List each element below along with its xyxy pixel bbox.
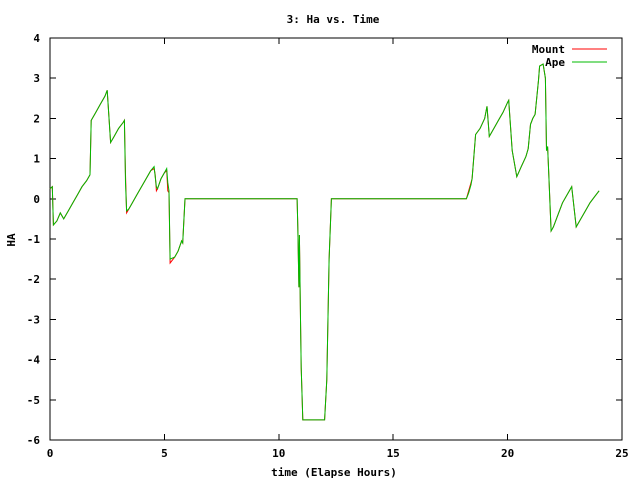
series-line-ape [49,63,600,421]
y-tick-label: 2 [33,112,40,125]
y-tick-label: -1 [27,233,41,246]
y-tick-label: 3 [33,72,40,85]
y-axis-label: HA [5,233,18,247]
y-tick-label: -2 [27,273,40,286]
y-tick-label: -3 [27,313,40,326]
chart-title: 3: Ha vs. Time [287,13,380,26]
x-tick-label: 10 [272,447,285,460]
y-tick-label: -5 [27,394,40,407]
y-tick-label: 0 [33,193,40,206]
series-lines [49,63,600,421]
axis-ticks: 0 5 10 15 20 25 -6 -5 -4 -3 -2 -1 0 1 2 3 4 [27,32,629,460]
y-tick-label: -4 [27,354,41,367]
x-tick-label: 15 [387,447,400,460]
x-tick-label: 0 [47,447,54,460]
legend-label-mount: Mount [532,43,565,56]
x-tick-label: 20 [501,447,514,460]
x-tick-label: 5 [161,447,168,460]
y-tick-label: 4 [33,32,40,45]
x-axis-label: time (Elapse Hours) [271,466,397,479]
y-tick-label: 1 [33,153,40,166]
x-tick-label: 25 [615,447,628,460]
y-tick-label: -6 [27,434,41,447]
legend-label-ape: Ape [545,56,565,69]
